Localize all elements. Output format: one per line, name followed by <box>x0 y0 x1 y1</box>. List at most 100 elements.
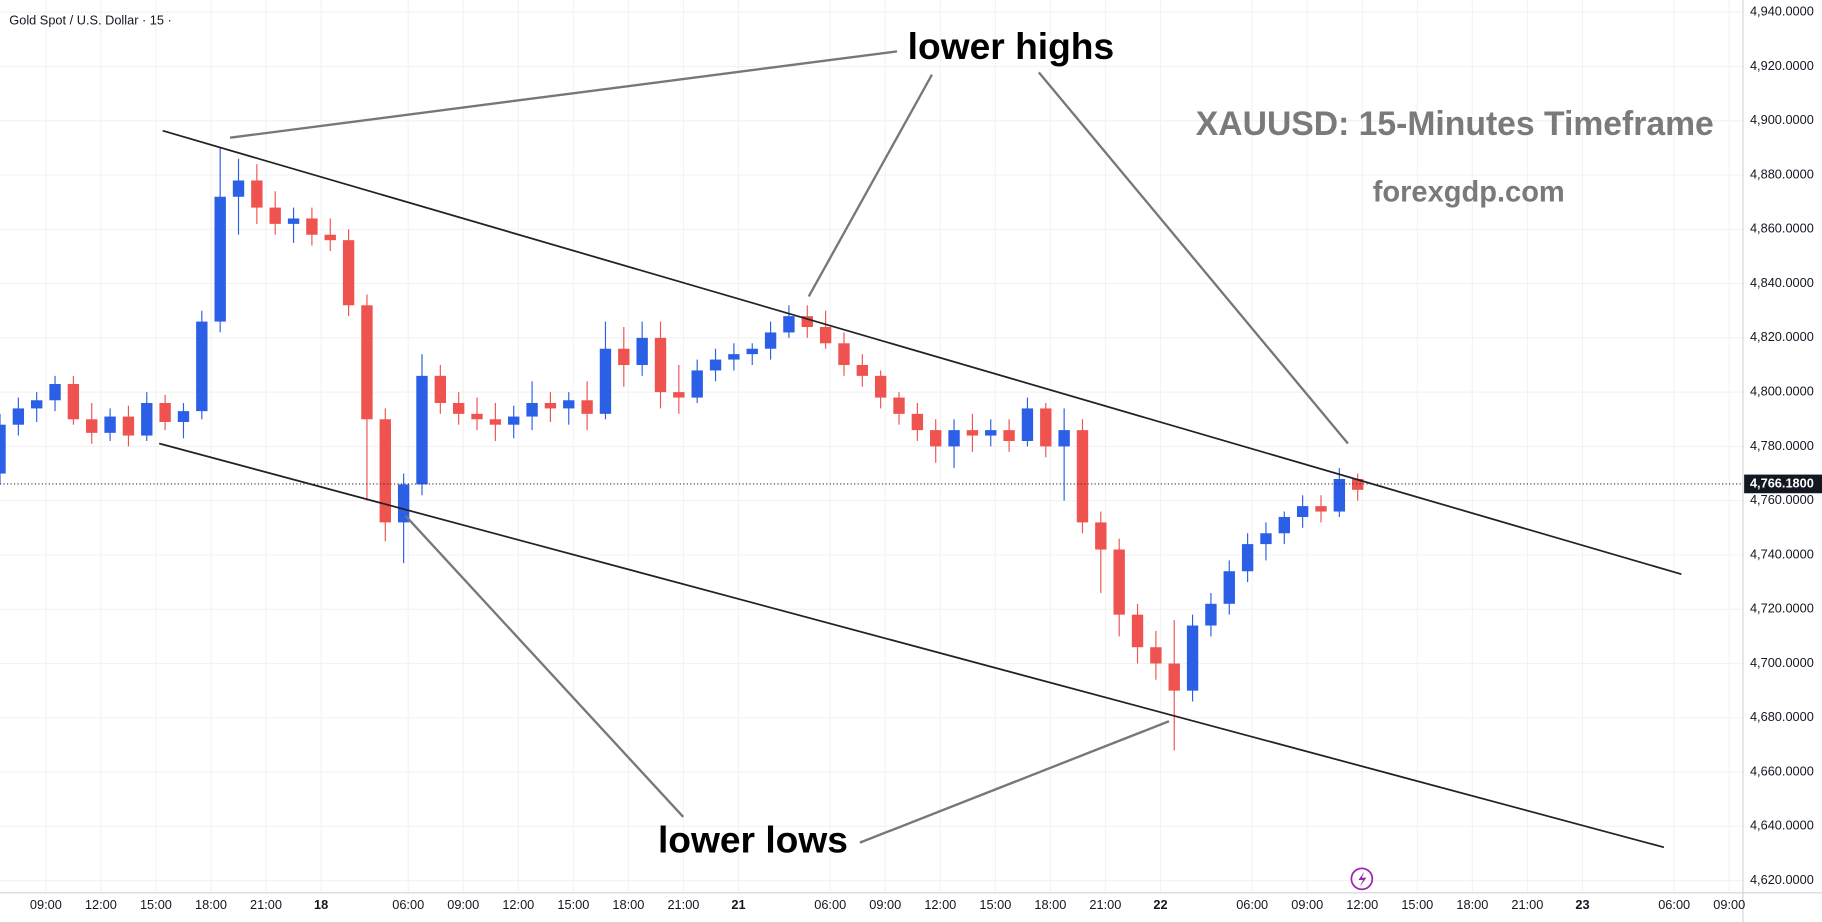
candle-body <box>691 370 703 398</box>
x-tick-label: 15:00 <box>979 897 1011 912</box>
x-tick-label: 09:00 <box>30 897 62 912</box>
annotation: XAUUSD: 15-Minutes Timeframe <box>1196 105 1714 143</box>
candle-body <box>728 354 740 360</box>
candle-body <box>618 348 630 365</box>
y-tick-label: 4,660.0000 <box>1750 763 1814 778</box>
candle-body <box>452 402 465 414</box>
x-tick-label: 21:00 <box>1511 897 1543 912</box>
plot-area <box>0 0 1743 893</box>
candle-body <box>1186 625 1199 691</box>
candle-body <box>526 402 538 417</box>
candle-body <box>232 180 245 197</box>
alert-icon-bolt <box>1358 871 1367 887</box>
candle-body <box>948 430 960 447</box>
candle-body <box>1040 408 1052 447</box>
x-tick-label: 21:00 <box>667 897 699 912</box>
candle-body <box>801 316 813 328</box>
candle-body <box>1095 522 1107 550</box>
candle-body <box>1205 603 1217 626</box>
y-tick-label: 4,640.0000 <box>1750 818 1814 833</box>
y-tick-label: 4,820.0000 <box>1750 329 1814 344</box>
x-tick-label: 06:00 <box>1236 897 1268 912</box>
last-price-label: 4,766.1800 <box>1750 475 1814 490</box>
y-tick-label: 4,800.0000 <box>1750 383 1814 398</box>
y-tick-label: 4,940.0000 <box>1750 4 1814 19</box>
candle-body <box>324 234 336 241</box>
candle-body <box>1003 430 1015 441</box>
candle-body <box>471 413 483 420</box>
x-tick-label: 12:00 <box>502 897 534 912</box>
candle-body <box>985 430 997 436</box>
candle-body <box>1021 408 1034 441</box>
candle-body <box>177 411 190 422</box>
candle-body <box>1131 614 1144 648</box>
candle-body <box>141 402 153 436</box>
candle-body <box>361 305 373 420</box>
candle-body <box>1168 663 1180 691</box>
candle-body <box>1241 544 1254 572</box>
candle-body <box>1113 549 1125 615</box>
candle-body <box>673 392 685 398</box>
y-tick-label: 4,900.0000 <box>1750 112 1814 127</box>
x-tick-label: 18:00 <box>1456 897 1488 912</box>
candle-body <box>544 402 557 409</box>
y-tick-label: 4,860.0000 <box>1750 221 1814 236</box>
candle-body <box>563 400 575 409</box>
x-tick-label: 18:00 <box>195 897 227 912</box>
candle-body <box>1150 647 1162 664</box>
x-tick-label: 09:00 <box>1291 897 1323 912</box>
x-tick-label: 23 <box>1575 897 1589 912</box>
y-tick-label: 4,700.0000 <box>1750 655 1814 670</box>
y-tick-label: 4,780.0000 <box>1750 438 1814 453</box>
candle-body <box>196 321 208 412</box>
candle-body <box>746 348 758 355</box>
candle-body <box>1315 506 1327 512</box>
candle-body <box>709 359 722 371</box>
y-tick-label: 4,620.0000 <box>1750 872 1814 887</box>
candle-body <box>214 196 226 322</box>
x-tick-label: 18:00 <box>1034 897 1066 912</box>
candle-body <box>599 348 612 414</box>
annotation-pointers <box>229 50 1349 844</box>
candle-body <box>581 400 593 414</box>
candle-body <box>0 424 6 474</box>
candle-body <box>874 375 887 398</box>
candle-body <box>104 416 116 433</box>
candle-body <box>306 218 318 235</box>
lower-channel-line <box>158 442 1665 849</box>
candle-body <box>819 327 832 344</box>
candle-body <box>379 419 391 523</box>
candle-body <box>67 383 80 420</box>
candle-body <box>397 484 410 523</box>
x-tick-label: 06:00 <box>1658 897 1690 912</box>
candle-body <box>838 343 850 365</box>
x-tick-label: 15:00 <box>1401 897 1433 912</box>
candle-body <box>12 408 25 425</box>
candle-body <box>122 416 135 436</box>
candle-body <box>159 402 171 422</box>
candle-body <box>783 316 795 333</box>
y-tick-label: 4,880.0000 <box>1750 166 1814 181</box>
x-tick-label: 09:00 <box>447 897 479 912</box>
candle-body <box>856 364 869 376</box>
y-tick-label: 4,920.0000 <box>1750 58 1814 73</box>
candle-body <box>1223 571 1235 604</box>
y-tick-label: 4,740.0000 <box>1750 546 1814 561</box>
candle-body <box>1260 533 1272 545</box>
x-tick-label: 12:00 <box>1346 897 1378 912</box>
x-tick-label: 21 <box>731 897 745 912</box>
candle-body <box>287 218 300 224</box>
x-tick-label: 21:00 <box>250 897 282 912</box>
candle-body <box>1352 478 1364 490</box>
pointer <box>1037 71 1349 445</box>
candle-body <box>893 397 905 414</box>
x-tick-label: 22 <box>1153 897 1167 912</box>
candle-body <box>911 413 924 431</box>
x-tick-label: 21:00 <box>1089 897 1121 912</box>
candle-body <box>1076 430 1089 523</box>
upper-channel-line <box>162 129 1682 576</box>
alert-icon[interactable] <box>1350 867 1374 891</box>
candle-body <box>966 430 979 436</box>
annotation: forexgdp.com <box>1373 176 1565 208</box>
